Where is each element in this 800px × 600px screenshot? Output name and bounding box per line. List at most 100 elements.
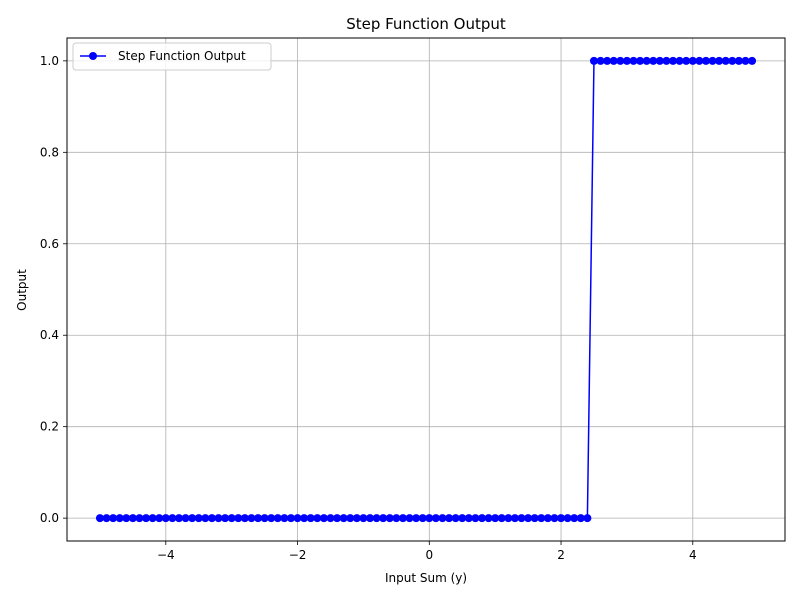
data-point-marker bbox=[458, 514, 467, 523]
data-point-marker bbox=[728, 56, 737, 65]
data-point-marker bbox=[313, 514, 322, 523]
data-point-marker bbox=[669, 56, 678, 65]
data-point-marker bbox=[286, 514, 295, 523]
x-tick-label: 4 bbox=[689, 548, 697, 562]
data-point-marker bbox=[655, 56, 664, 65]
data-point-marker bbox=[570, 514, 579, 523]
data-point-marker bbox=[188, 514, 197, 523]
data-point-marker bbox=[589, 56, 598, 65]
data-point-marker bbox=[254, 514, 263, 523]
data-point-marker bbox=[207, 514, 216, 523]
data-point-marker bbox=[418, 514, 427, 523]
data-point-marker bbox=[352, 514, 361, 523]
data-point-marker bbox=[181, 514, 190, 523]
data-point-marker bbox=[385, 514, 394, 523]
data-point-marker bbox=[425, 514, 434, 523]
data-point-marker bbox=[293, 514, 302, 523]
data-point-marker bbox=[201, 514, 210, 523]
data-point-marker bbox=[642, 56, 651, 65]
legend: Step Function Output bbox=[72, 42, 272, 71]
data-point-marker bbox=[583, 514, 592, 523]
data-point-marker bbox=[622, 56, 631, 65]
legend-label: Step Function Output bbox=[118, 49, 246, 63]
legend-box bbox=[72, 42, 272, 71]
data-point-marker bbox=[412, 514, 421, 523]
data-point-marker bbox=[451, 514, 460, 523]
data-point-marker bbox=[148, 514, 157, 523]
data-point-marker bbox=[576, 514, 585, 523]
data-point-marker bbox=[221, 514, 230, 523]
data-point-marker bbox=[339, 514, 348, 523]
data-point-marker bbox=[102, 514, 111, 523]
data-point-marker bbox=[701, 56, 710, 65]
data-point-marker bbox=[537, 514, 546, 523]
data-point-marker bbox=[497, 514, 506, 523]
data-point-marker bbox=[477, 514, 486, 523]
data-point-marker bbox=[405, 514, 414, 523]
data-point-marker bbox=[234, 514, 243, 523]
data-point-marker bbox=[543, 514, 552, 523]
y-axis-ticks: 0.0 0.2 0.4 0.6 0.8 1.0 bbox=[40, 54, 67, 525]
data-point-marker bbox=[616, 56, 625, 65]
data-point-marker bbox=[247, 514, 256, 523]
data-point-marker bbox=[260, 514, 269, 523]
data-point-marker bbox=[115, 514, 124, 523]
x-tick-label: −2 bbox=[289, 548, 307, 562]
data-point-marker bbox=[431, 514, 440, 523]
x-axis-ticks: −4 −2 0 2 4 bbox=[157, 541, 697, 562]
data-point-marker bbox=[161, 514, 170, 523]
data-point-marker bbox=[109, 514, 118, 523]
data-point-marker bbox=[517, 514, 526, 523]
data-point-marker bbox=[504, 514, 513, 523]
data-point-marker bbox=[708, 56, 717, 65]
data-point-marker bbox=[194, 514, 203, 523]
data-point-marker bbox=[445, 514, 454, 523]
x-axis-title: Input Sum (y) bbox=[385, 571, 467, 585]
data-point-marker bbox=[550, 514, 559, 523]
data-point-marker bbox=[721, 56, 730, 65]
data-point-marker bbox=[715, 56, 724, 65]
y-tick-label: 0.2 bbox=[40, 420, 59, 434]
data-point-marker bbox=[563, 514, 572, 523]
x-tick-label: 2 bbox=[557, 548, 565, 562]
data-point-marker bbox=[346, 514, 355, 523]
data-point-marker bbox=[557, 514, 566, 523]
y-tick-label: 0.4 bbox=[40, 328, 59, 342]
y-tick-label: 0.0 bbox=[40, 511, 59, 525]
data-point-marker bbox=[734, 56, 743, 65]
data-point-marker bbox=[227, 514, 236, 523]
data-point-marker bbox=[273, 514, 282, 523]
data-point-marker bbox=[306, 514, 315, 523]
data-point-marker bbox=[464, 514, 473, 523]
data-point-marker bbox=[379, 514, 388, 523]
data-point-marker bbox=[300, 514, 309, 523]
data-point-marker bbox=[333, 514, 342, 523]
data-point-marker bbox=[649, 56, 658, 65]
data-point-marker bbox=[128, 514, 137, 523]
x-tick-label: 0 bbox=[425, 548, 433, 562]
data-point-marker bbox=[524, 514, 533, 523]
data-point-marker bbox=[372, 514, 381, 523]
data-point-marker bbox=[741, 56, 750, 65]
y-axis-title: Output bbox=[15, 269, 29, 311]
data-point-marker bbox=[471, 514, 480, 523]
data-point-marker bbox=[366, 514, 375, 523]
x-tick-label: −4 bbox=[157, 548, 175, 562]
data-point-marker bbox=[214, 514, 223, 523]
data-point-marker bbox=[510, 514, 519, 523]
data-point-marker bbox=[168, 514, 177, 523]
data-point-marker bbox=[122, 514, 131, 523]
data-point-marker bbox=[95, 514, 104, 523]
data-point-marker bbox=[695, 56, 704, 65]
data-point-marker bbox=[135, 514, 144, 523]
data-point-marker bbox=[267, 514, 276, 523]
plot-frame bbox=[66, 37, 786, 542]
data-point-marker bbox=[392, 514, 401, 523]
data-point-marker bbox=[629, 56, 638, 65]
data-point-marker bbox=[326, 514, 335, 523]
data-point-marker bbox=[662, 56, 671, 65]
data-point-marker bbox=[484, 514, 493, 523]
data-point-marker bbox=[174, 514, 183, 523]
